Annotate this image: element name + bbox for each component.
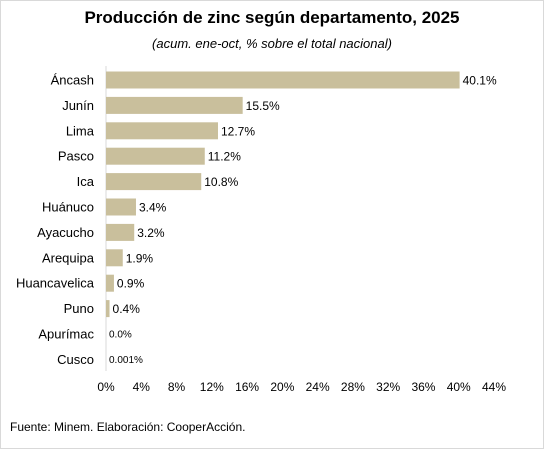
x-tick-label: 12% — [200, 380, 224, 394]
data-label: 1.9% — [126, 251, 154, 265]
x-tick-label: 4% — [133, 380, 151, 394]
category-label: Áncash — [51, 73, 94, 88]
data-label: 15.5% — [246, 99, 280, 113]
x-tick-label: 0% — [97, 380, 115, 394]
data-label: 3.2% — [137, 226, 165, 240]
data-label: 10.8% — [204, 175, 238, 189]
bar — [106, 147, 205, 165]
data-label: 0.001% — [109, 355, 143, 366]
data-label: 0.0% — [109, 330, 132, 341]
data-label: 0.4% — [113, 302, 141, 316]
category-label: Ayacucho — [37, 225, 94, 240]
category-label: Arequipa — [42, 250, 95, 265]
bar — [106, 122, 218, 140]
bar — [106, 198, 136, 216]
bar — [106, 96, 243, 114]
bar — [106, 173, 202, 191]
x-tick-label: 36% — [411, 380, 435, 394]
category-label: Lima — [66, 123, 95, 138]
data-label: 12.7% — [221, 124, 255, 138]
x-tick-label: 8% — [168, 380, 186, 394]
x-tick-label: 44% — [482, 380, 506, 394]
chart-subtitle: (acum. ene-oct, % sobre el total naciona… — [152, 36, 392, 51]
data-label: 40.1% — [463, 74, 497, 88]
x-tick-label: 20% — [270, 380, 294, 394]
category-label: Ica — [77, 174, 95, 189]
x-tick-label: 40% — [447, 380, 471, 394]
source-note: Fuente: Minem. Elaboración: CooperAcción… — [10, 420, 246, 434]
bar — [106, 300, 110, 318]
category-label: Apurímac — [38, 327, 94, 342]
bar — [106, 71, 460, 89]
x-tick-label: 28% — [341, 380, 365, 394]
bar — [106, 249, 123, 267]
x-tick-label: 16% — [235, 380, 259, 394]
bar — [106, 223, 135, 241]
category-label: Huancavelica — [16, 276, 95, 291]
category-label: Puno — [64, 301, 94, 316]
category-label: Huánuco — [42, 200, 94, 215]
data-label: 11.2% — [208, 150, 241, 164]
chart-title: Producción de zinc según departamento, 2… — [84, 8, 460, 27]
x-tick-label: 32% — [376, 380, 400, 394]
x-tick-label: 24% — [306, 380, 330, 394]
category-label: Cusco — [57, 352, 94, 367]
data-label: 0.9% — [117, 277, 145, 291]
data-label: 3.4% — [139, 201, 167, 215]
category-label: Pasco — [58, 149, 94, 164]
bar — [106, 274, 114, 292]
category-label: Junín — [62, 98, 94, 113]
